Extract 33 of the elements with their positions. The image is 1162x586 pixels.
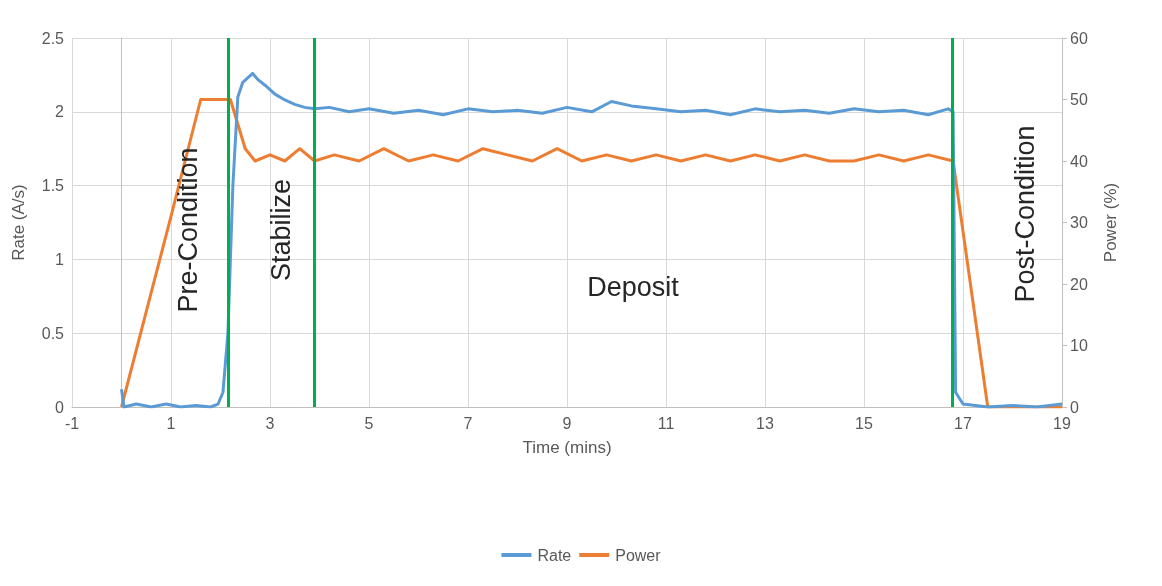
x-tick-label: 13 xyxy=(756,414,774,432)
y2-tick-label: 30 xyxy=(1070,214,1088,231)
x-tick-label: -1 xyxy=(64,414,80,432)
y2-tick-label: 40 xyxy=(1070,152,1088,170)
y2-tick-label: 10 xyxy=(1070,337,1088,354)
x-tick-label: 19 xyxy=(1053,414,1071,432)
y-tick-label: 1 xyxy=(55,250,65,268)
y2-axis-title: Power (%) xyxy=(1101,182,1120,263)
annotation: Deposit xyxy=(587,272,680,302)
y-tick-label: 0.5 xyxy=(41,324,65,342)
y-tick-label: 2 xyxy=(55,103,65,121)
x-tick-label: 7 xyxy=(463,414,473,432)
x-axis-title: Time (mins) xyxy=(522,438,612,457)
x-tick-label: 3 xyxy=(265,414,275,432)
y-tick-label: 2.5 xyxy=(41,29,65,47)
y2-tick-label: 60 xyxy=(1070,29,1088,47)
y2-tick-label: 0 xyxy=(1070,398,1079,416)
y-axis-title: Rate (A/s) xyxy=(9,184,28,261)
x-tick-label: 5 xyxy=(364,414,374,432)
y-tick-label: 1.5 xyxy=(41,177,65,195)
annotation: Post-Condition xyxy=(1010,125,1040,303)
x-tick-label: 17 xyxy=(954,414,972,432)
y2-tick-label: 20 xyxy=(1070,275,1088,293)
annotation: Stabilize xyxy=(266,178,296,282)
y2-tick-label: 50 xyxy=(1070,91,1088,108)
annotation: Pre-Condition xyxy=(173,147,203,313)
x-tick-label: 1 xyxy=(166,414,176,432)
legend-label: Power xyxy=(615,546,662,564)
y-tick-label: 0 xyxy=(55,398,65,416)
legend-label: Rate xyxy=(537,546,572,564)
x-tick-label: 11 xyxy=(657,414,675,432)
x-tick-label: 15 xyxy=(855,414,873,432)
x-tick-label: 9 xyxy=(562,414,572,432)
